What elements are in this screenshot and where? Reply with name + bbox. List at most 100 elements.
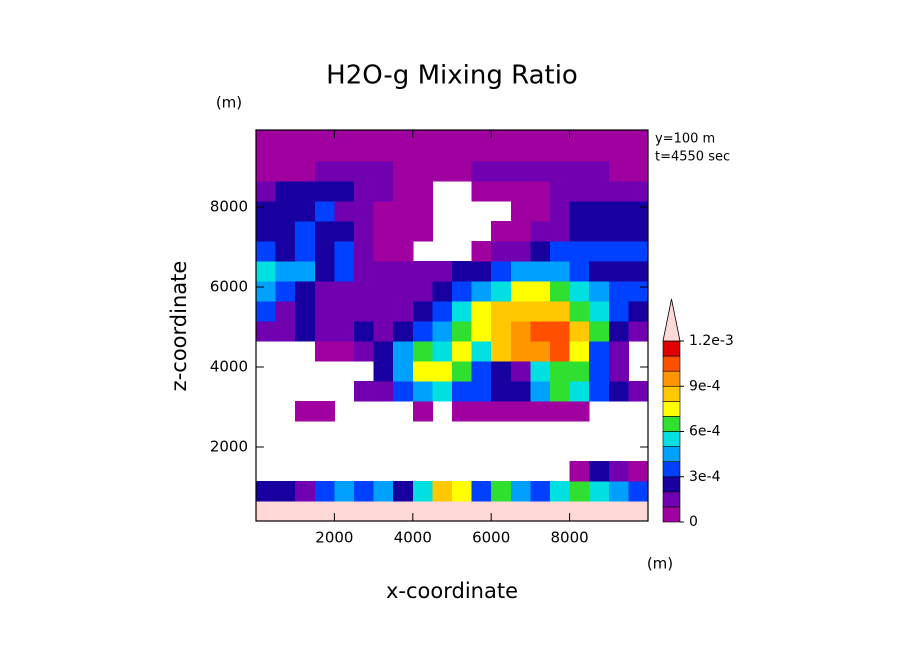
contour-cell — [569, 381, 590, 402]
contour-cell — [628, 321, 648, 342]
y-tick-label: 6000 — [210, 278, 248, 296]
contour-cell — [354, 181, 375, 202]
contour-cell — [314, 321, 335, 342]
contour-cell — [393, 161, 414, 182]
contour-cell — [275, 221, 296, 242]
contour-cell — [452, 401, 473, 422]
contour-cell — [256, 241, 277, 262]
contour-cell — [589, 221, 610, 242]
contour-cell — [373, 501, 394, 521]
contour-cell — [589, 261, 610, 282]
contour-cell — [491, 241, 512, 262]
contour-cell — [589, 161, 610, 182]
contour-cell — [510, 481, 531, 502]
contour-cell — [452, 301, 473, 322]
contour-cell — [295, 181, 316, 202]
contour-cell — [373, 321, 394, 342]
contour-cell — [530, 241, 551, 262]
contour-cell — [550, 221, 571, 242]
contour-cell — [471, 481, 492, 502]
chart-title: H2O-g Mixing Ratio — [326, 61, 578, 91]
contour-cell — [373, 201, 394, 222]
contour-cell — [334, 241, 355, 262]
colorbar-band — [662, 340, 681, 357]
contour-cell — [530, 221, 551, 242]
contour-cell — [295, 130, 316, 142]
contour-cell — [530, 361, 551, 382]
contour-cell — [471, 281, 492, 302]
contour-cell — [432, 481, 453, 502]
contour-cell — [334, 261, 355, 282]
contour-cell — [412, 221, 433, 242]
contour-cell — [550, 181, 571, 202]
x-tick-label: 4000 — [394, 529, 432, 547]
contour-cell — [608, 321, 629, 342]
contour-cell — [608, 481, 629, 502]
contour-cell — [393, 261, 414, 282]
contour-cell — [589, 241, 610, 262]
contour-cell — [354, 381, 375, 402]
contour-cell — [373, 281, 394, 302]
contour-cell — [628, 301, 648, 322]
contour-cell — [491, 381, 512, 402]
contour-cell — [412, 401, 433, 422]
contour-cell — [314, 181, 335, 202]
contour-cell — [275, 261, 296, 282]
y-tick-label: 4000 — [210, 358, 248, 376]
contour-cell — [550, 321, 571, 342]
contour-cell — [432, 141, 453, 162]
contour-cell — [628, 201, 648, 222]
contour-cell — [412, 201, 433, 222]
colorbar-extend — [662, 298, 681, 342]
contour-cell — [491, 141, 512, 162]
contour-cell — [412, 141, 433, 162]
contour-cell — [314, 221, 335, 242]
contour-cell — [275, 130, 296, 142]
contour-cell — [432, 301, 453, 322]
contour-cell — [550, 261, 571, 282]
y-tick-label: 2000 — [210, 438, 248, 456]
contour-cell — [608, 241, 629, 262]
contour-cell — [510, 361, 531, 382]
contour-cell — [314, 241, 335, 262]
contour-cell — [432, 281, 453, 302]
contour-cell — [412, 501, 433, 521]
contour-cell — [569, 221, 590, 242]
contour-cell — [471, 301, 492, 322]
contour-cell — [295, 221, 316, 242]
contour-cell — [452, 341, 473, 362]
contour-cell — [373, 181, 394, 202]
contour-cell — [275, 201, 296, 222]
contour-cell — [334, 301, 355, 322]
contour-cell — [589, 130, 610, 142]
contour-cell — [608, 201, 629, 222]
contour-cell — [393, 201, 414, 222]
contour-cell — [452, 361, 473, 382]
contour-cell — [295, 281, 316, 302]
contour-cell — [334, 130, 355, 142]
contour-cell — [628, 141, 648, 162]
contour-cell — [295, 241, 316, 262]
contour-cell — [510, 501, 531, 521]
contour-cell — [628, 481, 648, 502]
contour-cell — [589, 181, 610, 202]
contour-cell — [354, 301, 375, 322]
contour-cell — [471, 341, 492, 362]
contour-cell — [275, 321, 296, 342]
contour-cell — [628, 181, 648, 202]
contour-cell — [295, 501, 316, 521]
contour-cell — [275, 241, 296, 262]
contour-cell — [491, 401, 512, 422]
contour-cell — [256, 481, 277, 502]
contour-cell — [471, 241, 492, 262]
contour-cell — [412, 301, 433, 322]
contour-cell — [314, 141, 335, 162]
contour-cell — [608, 501, 629, 521]
contour-cell — [491, 481, 512, 502]
contour-cell — [452, 130, 473, 142]
contour-cell — [295, 401, 316, 422]
contour-cell — [373, 301, 394, 322]
contour-cell — [275, 281, 296, 302]
contour-cell — [354, 281, 375, 302]
contour-cell — [334, 161, 355, 182]
